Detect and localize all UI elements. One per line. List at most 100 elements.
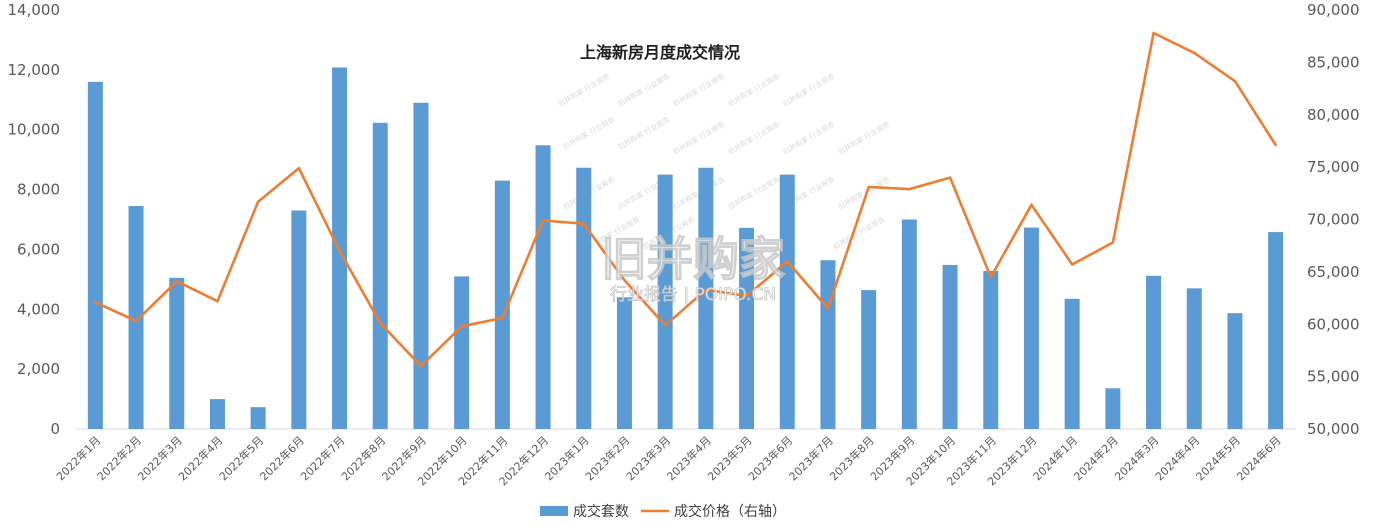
watermark-small-text: 旧并购家 行业报告	[671, 71, 726, 108]
bar	[454, 276, 470, 429]
bar	[1105, 388, 1121, 429]
line-point	[297, 166, 301, 170]
bar	[169, 277, 185, 429]
y-right-tick-label: 90,000	[1307, 1, 1360, 19]
y-right-tick-label: 50,000	[1307, 420, 1360, 438]
line-point	[948, 176, 952, 179]
bar	[901, 219, 917, 429]
price-line	[94, 31, 1277, 368]
line-point	[256, 200, 260, 203]
watermark: 旧并购家 行业报告 | POIPO.CN	[600, 231, 785, 305]
bar	[698, 167, 714, 429]
line-point	[541, 219, 545, 222]
line-point	[1193, 51, 1196, 55]
y-right-tick-label: 65,000	[1307, 263, 1360, 281]
line-point	[867, 185, 870, 189]
line-point	[1233, 80, 1237, 83]
bar-series	[87, 67, 1284, 430]
watermark-sub: 行业报告 | POIPO.CN	[610, 285, 776, 305]
watermark-small-text: 旧并购家 行业报告	[726, 119, 781, 156]
y-left-tick-label: 14,000	[8, 1, 61, 19]
watermark-small-text: 旧并购家 行业报告	[726, 71, 781, 108]
bar	[250, 407, 266, 429]
bar	[494, 180, 510, 429]
watermark-small-text: 旧并购家 行业报告	[561, 114, 616, 151]
line-point	[1152, 31, 1155, 35]
line-point	[1030, 203, 1033, 207]
bar	[209, 399, 225, 429]
y-left-tick-label: 6,000	[17, 240, 60, 258]
y-right-tick-label: 60,000	[1307, 315, 1360, 333]
line-point	[175, 280, 178, 283]
watermark-small-text: 旧并购家 行业报告	[616, 114, 671, 151]
bar	[1064, 298, 1080, 429]
line-point	[216, 300, 219, 303]
watermark-small-text: 旧并购家 行业报告	[836, 119, 891, 156]
chart-title: 上海新房月度成交情况	[580, 43, 740, 62]
line-point	[663, 324, 667, 327]
line-point	[989, 275, 992, 279]
y-right-tick-label: 75,000	[1307, 158, 1360, 176]
line-point	[582, 222, 585, 225]
bar	[983, 270, 999, 429]
bar	[861, 290, 877, 429]
y-left-tick-label: 2,000	[17, 360, 60, 378]
watermark-small-text: 旧并购家 行业报告	[616, 71, 671, 108]
legend-bar-swatch	[540, 506, 568, 516]
y-right-tick-label: 85,000	[1307, 53, 1360, 71]
watermark-small-text: 旧并购家 行业报告	[671, 119, 726, 156]
line-point	[379, 322, 382, 325]
bar	[1186, 288, 1202, 429]
bar	[616, 297, 632, 429]
line-point	[908, 187, 911, 191]
y-right-tick-label: 80,000	[1307, 106, 1360, 124]
bar	[291, 210, 307, 429]
line-point	[1111, 241, 1115, 244]
watermark-small-text: 旧并购家 行业报告	[781, 119, 836, 156]
line-point	[1274, 143, 1277, 147]
y-right-tick-label: 70,000	[1307, 211, 1360, 229]
line-series	[94, 31, 1277, 368]
bar	[87, 81, 103, 429]
watermark-small: 旧并购家 行业报告 旧并购家 行业报告 旧并购家 行业报告 旧并购家 行业报告 旧并购家…	[556, 71, 891, 251]
line-point	[134, 319, 138, 323]
legend: 成交套数 成交价格（右轴）	[540, 503, 786, 520]
bar	[779, 174, 795, 429]
bar	[739, 227, 755, 429]
y-left-tick-label: 0	[50, 420, 60, 438]
line-point	[338, 249, 341, 253]
line-point	[745, 294, 748, 298]
line-point	[704, 288, 708, 291]
watermark-small-text: 旧并购家 行业报告	[726, 174, 781, 211]
y-left-tick-label: 4,000	[17, 300, 60, 318]
line-point	[501, 316, 504, 320]
bar	[372, 122, 388, 429]
y-left-tick-label: 12,000	[8, 61, 61, 79]
bar	[1227, 313, 1243, 429]
bar	[1023, 227, 1039, 429]
y-left-tick-label: 8,000	[17, 181, 60, 199]
line-point	[786, 260, 789, 263]
watermark-main: 旧并购家	[601, 232, 785, 286]
bar	[1268, 232, 1284, 429]
line-point	[419, 364, 423, 368]
bar	[657, 174, 673, 429]
bar	[942, 264, 958, 429]
line-point	[94, 301, 97, 304]
line-point	[460, 325, 463, 328]
bar	[576, 167, 592, 429]
x-tick-label: 2024年6月	[1234, 433, 1284, 483]
bar	[1146, 275, 1162, 429]
watermark-small-text: 旧并购家 行业报告	[781, 71, 836, 108]
bar	[820, 260, 836, 429]
y-left-tick-label: 10,000	[8, 121, 61, 139]
legend-line-label: 成交价格（右轴）	[674, 503, 786, 520]
bar	[128, 206, 144, 429]
line-point	[1070, 263, 1074, 266]
watermark-small-text: 旧并购家 行业报告	[556, 71, 611, 108]
legend-bar-label: 成交套数	[573, 503, 629, 520]
line-point	[623, 279, 626, 282]
line-point	[826, 307, 830, 310]
y-right-tick-label: 55,000	[1307, 368, 1360, 386]
